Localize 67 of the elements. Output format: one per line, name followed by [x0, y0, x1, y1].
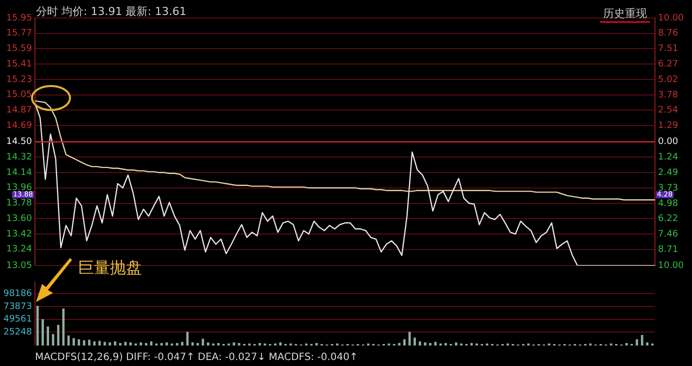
- y-tick-label: 14.32: [6, 152, 32, 163]
- annotation: 历史重现: [600, 6, 650, 23]
- bar: [476, 343, 478, 346]
- y2-tick-label: 1.24: [658, 152, 678, 162]
- y-tick-label: 13.24: [6, 244, 32, 255]
- y-tick-label: 14.87: [6, 106, 32, 116]
- y2-tick-label: 3.78: [658, 90, 678, 100]
- bar: [119, 342, 122, 346]
- bar: [212, 343, 214, 346]
- y-tick-label: 15.95: [6, 13, 32, 24]
- y2-tick-label: 7.51: [658, 44, 678, 54]
- y-tick-label: 13.78: [6, 198, 32, 209]
- y-tick-label: 15.77: [6, 28, 32, 39]
- bar: [398, 342, 400, 346]
- bar: [134, 343, 137, 346]
- y2-tick-label: 10.00: [658, 13, 684, 24]
- bar: [305, 343, 308, 346]
- bar: [460, 343, 462, 346]
- bar: [166, 342, 168, 346]
- y-tick-label: 13.42: [6, 229, 32, 240]
- chart-title: 分时 均价: 13.91 最新: 13.61: [36, 4, 186, 19]
- y2-tick-label: 0.00: [658, 137, 678, 148]
- y2-tick-label: 6.27: [658, 60, 678, 70]
- y-tick-label: 14.14: [6, 168, 32, 178]
- y2-tick-label: 8.76: [658, 28, 678, 39]
- y-tick-label: 15.05: [6, 90, 32, 100]
- y-tick-label: 25248: [3, 328, 32, 338]
- bar: [336, 343, 338, 346]
- y2-tick-label: 8.71: [658, 244, 678, 255]
- bar: [646, 342, 648, 346]
- y2-tick-label: 4.98: [658, 198, 678, 209]
- bar: [367, 343, 370, 346]
- y-tick-label: 15.23: [6, 74, 32, 85]
- bar: [414, 338, 416, 346]
- annotation: 巨量抛盘: [78, 258, 142, 279]
- y-tick-label: 14.69: [6, 120, 32, 131]
- y-tick-label: 15.59: [6, 44, 32, 54]
- y-tick-label: 13.60: [6, 214, 32, 224]
- bar: [72, 338, 75, 346]
- y-tick-label: 49561: [3, 314, 32, 325]
- bar: [57, 324, 60, 346]
- y2-tick-label: 1.29: [658, 121, 678, 132]
- bar: [42, 319, 44, 346]
- bar: [150, 341, 152, 346]
- bar: [429, 342, 432, 346]
- y-tick-label: 15.41: [6, 59, 32, 70]
- bar: [88, 340, 90, 346]
- bar: [444, 342, 447, 346]
- bar: [290, 343, 292, 346]
- bar: [258, 342, 261, 346]
- y2-tick-label: 10.00: [658, 260, 684, 271]
- text: MACDFS(12,26,9) DIFF: -0.047↑ DEA: -0.027↓ MACDFS: -0.040↑: [35, 352, 358, 363]
- bar: [506, 343, 509, 346]
- bar: [196, 342, 199, 346]
- y-tick-label: 73873: [3, 302, 32, 312]
- y2-tick-label: 7.46: [658, 230, 678, 240]
- bar: [228, 343, 230, 346]
- y-tick-label: 98186: [3, 288, 32, 299]
- y2-tick-label: 5.02: [658, 74, 678, 85]
- y2-tick-label: 6.22: [658, 214, 678, 224]
- y2-tick-label: 2.49: [658, 168, 678, 178]
- y-tick-label: 14.50: [6, 137, 32, 148]
- bar: [181, 342, 184, 346]
- y2-tick-label: 2.54: [658, 106, 678, 116]
- bar: [274, 343, 276, 346]
- y-tick-label: 13.05: [6, 260, 32, 271]
- bar: [104, 342, 106, 346]
